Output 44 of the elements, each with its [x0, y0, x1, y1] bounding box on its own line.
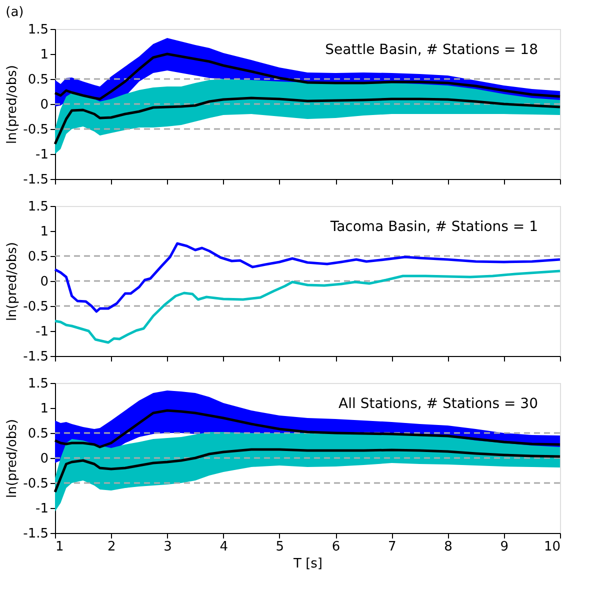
- y-tick-label: 0: [40, 452, 48, 466]
- line-series: [54, 270, 562, 344]
- y-tick-label: -1: [36, 324, 48, 340]
- y-tick-label: 1.5: [28, 200, 48, 214]
- x-tick-label: 10: [544, 540, 560, 554]
- x-tick-label: 1: [56, 540, 64, 554]
- line-series: [54, 242, 562, 313]
- line-series: [54, 96, 562, 146]
- x-tick-label: 3: [164, 540, 172, 554]
- y-tick-label: 1: [40, 48, 48, 62]
- y-tick-label: -1: [36, 148, 48, 162]
- line-series: [54, 448, 562, 494]
- y-tick-label: -1: [36, 502, 48, 516]
- annotation: Tacoma Basin, # Stations = 1: [329, 219, 538, 235]
- y-tick-label: -1.5: [23, 350, 48, 364]
- y-tick-label: 1: [40, 224, 48, 240]
- x-tick-label: 5: [276, 540, 284, 554]
- y-tick-label: 1.5: [28, 376, 48, 392]
- y-tick-label: -0.5: [23, 300, 48, 314]
- y-tick-label: 0.5: [28, 250, 48, 264]
- y-tick-label: 0.5: [28, 426, 48, 442]
- y-tick-label: -0.5: [23, 122, 48, 138]
- annotation: All Stations, # Stations = 30: [338, 396, 538, 412]
- x-axis-title: T [s]: [292, 556, 322, 572]
- y-tick-label: 1.5: [28, 22, 48, 38]
- line-series: [54, 409, 562, 448]
- y-tick-label: 0: [40, 274, 48, 290]
- y-axis-title: ln(pred/obs): [5, 242, 20, 321]
- x-tick-label: 8: [444, 540, 452, 554]
- y-axis-title: ln(pred/obs): [5, 419, 20, 498]
- chart-title: (a): [6, 5, 24, 20]
- x-tick-label: 7: [388, 540, 396, 554]
- x-tick-label: 6: [332, 540, 340, 554]
- annotation: Seattle Basin, # Stations = 18: [325, 42, 538, 58]
- x-tick-label: 4: [220, 540, 228, 554]
- x-tick-label: 2: [107, 540, 116, 554]
- y-tick-label: -0.5: [23, 476, 48, 492]
- y-axis-title: ln(pred/obs): [5, 65, 20, 144]
- y-tick-label: -1.5: [23, 172, 48, 188]
- y-tick-label: -1.5: [23, 526, 48, 542]
- y-tick-label: 1: [40, 402, 48, 416]
- x-tick-label: 9: [500, 540, 509, 554]
- y-tick-label: 0.5: [28, 72, 48, 88]
- y-tick-label: 0: [40, 98, 48, 112]
